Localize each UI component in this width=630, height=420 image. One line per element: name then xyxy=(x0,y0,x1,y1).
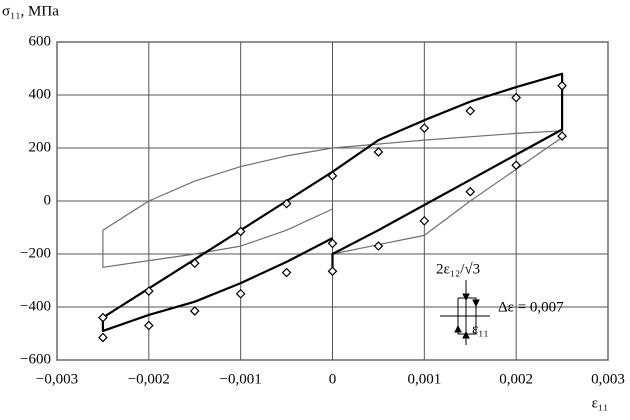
data-point xyxy=(189,306,200,316)
data-point xyxy=(373,147,384,157)
curve xyxy=(101,72,564,332)
y-tick-label: −600 xyxy=(20,351,51,367)
data-point xyxy=(327,170,338,181)
x-axis-label: ε₁₁ xyxy=(592,395,609,411)
data-point xyxy=(327,238,338,249)
data-point xyxy=(511,92,522,103)
y-tick-label: 600 xyxy=(29,33,52,49)
y-tick-label: 0 xyxy=(44,192,52,208)
inset-top-label: 2ε₁₂/√3 xyxy=(436,261,480,277)
data-point xyxy=(235,226,246,237)
x-tick-label: 0,001 xyxy=(407,371,441,387)
data-point xyxy=(143,320,154,331)
y-tick-label: 400 xyxy=(29,86,52,102)
inset-arrow xyxy=(472,299,480,308)
data-point xyxy=(327,266,338,277)
data-point xyxy=(465,186,476,197)
data-point xyxy=(465,106,476,116)
delta-label: Δε = 0,007 xyxy=(498,299,564,315)
x-tick-label: 0,002 xyxy=(499,371,533,387)
data-point xyxy=(189,258,200,269)
y-tick-label: −200 xyxy=(20,245,51,261)
data-point xyxy=(143,286,154,296)
data-point xyxy=(98,312,108,323)
data-point xyxy=(373,241,384,251)
y-tick-label: −400 xyxy=(20,298,51,314)
data-point xyxy=(235,288,246,299)
y-axis-label: σ₁₁, МПа xyxy=(2,3,59,19)
inset-arrow xyxy=(462,330,470,339)
data-point xyxy=(419,216,430,226)
data-point xyxy=(419,123,430,133)
inset-arrow xyxy=(454,324,462,333)
inset-arrow xyxy=(462,293,470,302)
y-tick-label: 200 xyxy=(29,139,52,155)
data-point xyxy=(281,198,292,209)
x-tick-label: 0,003 xyxy=(591,371,625,387)
inset xyxy=(440,280,490,345)
x-tick-label: −0,003 xyxy=(36,371,78,387)
data-point xyxy=(557,131,567,141)
x-tick-label: −0,001 xyxy=(220,371,262,387)
x-tick-label: −0,002 xyxy=(128,371,170,387)
data-point xyxy=(98,332,108,343)
x-tick-label: 0 xyxy=(329,371,337,387)
data-point xyxy=(511,160,522,171)
data-point xyxy=(281,267,292,278)
data-point xyxy=(557,80,567,91)
curve xyxy=(102,130,563,268)
inset-bottom-label: ε₁₁ xyxy=(472,321,489,337)
inset-path xyxy=(457,297,477,335)
